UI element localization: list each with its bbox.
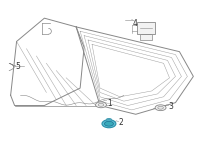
Ellipse shape xyxy=(102,120,116,128)
Text: 4: 4 xyxy=(133,19,138,28)
Text: 2: 2 xyxy=(119,118,124,127)
Ellipse shape xyxy=(104,121,113,126)
Ellipse shape xyxy=(98,103,104,106)
Ellipse shape xyxy=(155,105,166,111)
Ellipse shape xyxy=(96,102,106,108)
Text: 3: 3 xyxy=(169,102,173,111)
Text: 1: 1 xyxy=(107,99,112,108)
Bar xyxy=(140,34,152,40)
Ellipse shape xyxy=(158,106,163,109)
Bar xyxy=(137,22,155,34)
Text: 5: 5 xyxy=(16,62,20,71)
